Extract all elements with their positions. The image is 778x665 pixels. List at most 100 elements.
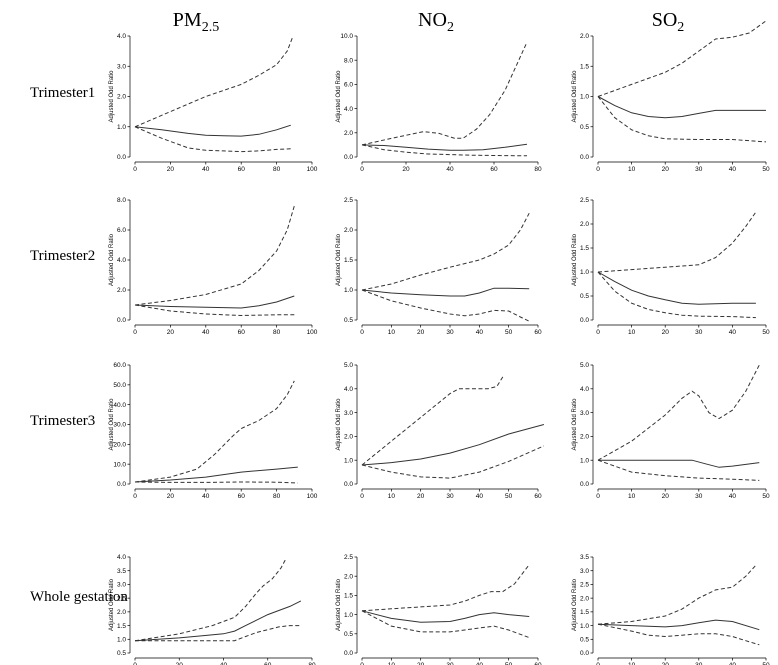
y-tick-label: 3.5 bbox=[117, 568, 126, 575]
chart-t1-pm25: 0 20 40 60 80 100 0.0 1.0 2.0 3.0 4.0 Adjusted Odd … bbox=[109, 33, 318, 173]
x-tick-label: 20 bbox=[662, 662, 670, 665]
y-tick-label: 0.0 bbox=[344, 154, 353, 161]
y-tick-label: 0.0 bbox=[580, 481, 589, 488]
x-tick-label: 0 bbox=[596, 662, 600, 665]
x-tick-label: 0 bbox=[133, 493, 137, 500]
x-tick-label: 50 bbox=[762, 493, 770, 500]
y-tick-label: 0.0 bbox=[580, 650, 589, 657]
x-tick-label: 10 bbox=[628, 329, 636, 336]
y-tick-label: 5.0 bbox=[344, 362, 353, 369]
x-tick-label: 20 bbox=[662, 493, 670, 500]
y-tick-label: 3.0 bbox=[117, 582, 126, 589]
y-tick-label: 0.0 bbox=[344, 650, 353, 657]
y-tick-label: 8.0 bbox=[117, 197, 126, 204]
x-tick-label: 20 bbox=[176, 662, 184, 665]
x-tick-label: 60 bbox=[238, 493, 246, 500]
series-lower-line bbox=[134, 481, 298, 484]
series-estimate-line bbox=[597, 271, 756, 305]
x-tick-label: 0 bbox=[133, 329, 137, 336]
y-tick-label: 2.0 bbox=[344, 434, 353, 441]
y-tick-label: 6.0 bbox=[344, 82, 353, 89]
x-tick-label: 40 bbox=[202, 166, 210, 173]
x-tick-label: 80 bbox=[273, 166, 281, 173]
x-tick-label: 40 bbox=[220, 662, 228, 665]
y-tick-label: 1.0 bbox=[344, 457, 353, 464]
y-tick-label: 1.5 bbox=[117, 623, 126, 630]
y-tick-label: 1.0 bbox=[117, 636, 126, 643]
y-tick-label: 0.5 bbox=[580, 124, 589, 131]
row-label-trimester1: Trimester1 bbox=[30, 85, 95, 101]
x-tick-label: 40 bbox=[202, 329, 210, 336]
x-tick-label: 60 bbox=[264, 662, 272, 665]
y-tick-label: 1.5 bbox=[580, 245, 589, 252]
y-tick-label: 6.0 bbox=[117, 227, 126, 234]
y-tick-label: 1.0 bbox=[344, 287, 353, 294]
y-tick-label: 2.5 bbox=[580, 582, 589, 589]
x-tick-label: 40 bbox=[729, 493, 737, 500]
y-tick-label: 1.0 bbox=[117, 124, 126, 131]
y-tick-label: 0.5 bbox=[117, 650, 126, 657]
x-tick-label: 20 bbox=[417, 493, 425, 500]
x-tick-label: 50 bbox=[762, 166, 770, 173]
y-tick-label: 8.0 bbox=[344, 57, 353, 64]
series-upper-line bbox=[134, 559, 286, 642]
x-tick-label: 80 bbox=[273, 493, 281, 500]
x-tick-label: 30 bbox=[446, 493, 454, 500]
y-axis-label: Adjusted Odd Ratio bbox=[109, 70, 115, 123]
series-estimate-line bbox=[597, 619, 760, 631]
chart-wg-no2: 0 10 20 30 40 50 60 0.0 0.5 1.0 1.5 2.0 2.5 Adjusted … bbox=[336, 554, 542, 665]
series-estimate-line bbox=[597, 96, 766, 119]
y-axis-label: Adjusted Odd Ratio bbox=[336, 70, 342, 123]
row-label-trimester2: Trimester2 bbox=[30, 248, 95, 264]
x-tick-label: 40 bbox=[476, 662, 484, 665]
series-upper-line bbox=[597, 211, 757, 273]
x-tick-label: 10 bbox=[388, 493, 396, 500]
chart-t3-so2: 0 10 20 30 40 50 0.0 1.0 2.0 3.0 4.0 5.0 Adjusted Od… bbox=[572, 362, 770, 500]
chart-t3-pm25: 0 20 40 60 80 100 0.0 10.0 20.0 30.0 40.0 50.0 60.0 A… bbox=[109, 362, 318, 500]
column-header-so2: SO2 bbox=[652, 9, 685, 35]
y-axis-label: Adjusted Odd Ratio bbox=[336, 578, 342, 631]
y-tick-label: 30.0 bbox=[113, 422, 126, 429]
y-tick-label: 5.0 bbox=[580, 362, 589, 369]
x-tick-label: 10 bbox=[628, 166, 636, 173]
series-estimate-line bbox=[361, 287, 530, 297]
y-tick-label: 0.0 bbox=[580, 154, 589, 161]
y-tick-label: 1.0 bbox=[580, 623, 589, 630]
series-upper-line bbox=[361, 212, 530, 291]
x-tick-label: 60 bbox=[534, 329, 542, 336]
x-tick-label: 30 bbox=[446, 662, 454, 665]
x-tick-label: 0 bbox=[596, 329, 600, 336]
x-tick-label: 100 bbox=[307, 166, 318, 173]
y-tick-label: 2.0 bbox=[580, 434, 589, 441]
series-upper-line bbox=[361, 41, 528, 146]
y-tick-label: 2.0 bbox=[344, 227, 353, 234]
x-tick-label: 40 bbox=[476, 493, 484, 500]
x-tick-label: 30 bbox=[446, 329, 454, 336]
y-tick-label: 2.5 bbox=[344, 197, 353, 204]
x-tick-label: 60 bbox=[238, 329, 246, 336]
series-upper-line bbox=[361, 564, 530, 612]
x-tick-label: 30 bbox=[695, 329, 703, 336]
column-header-so2-subscript: 2 bbox=[677, 20, 684, 35]
series-upper-line bbox=[597, 364, 760, 461]
x-tick-label: 100 bbox=[307, 493, 318, 500]
x-tick-label: 20 bbox=[167, 493, 175, 500]
y-axis-label: Adjusted Odd Ratio bbox=[572, 398, 578, 451]
series-lower-line bbox=[597, 459, 760, 481]
x-tick-label: 0 bbox=[360, 166, 364, 173]
y-tick-label: 2.0 bbox=[117, 94, 126, 101]
y-tick-label: 4.0 bbox=[344, 106, 353, 113]
y-tick-label: 1.5 bbox=[580, 609, 589, 616]
x-tick-label: 30 bbox=[695, 166, 703, 173]
y-tick-label: 3.0 bbox=[117, 63, 126, 70]
series-upper-line bbox=[134, 380, 295, 483]
y-tick-label: 1.5 bbox=[344, 593, 353, 600]
row-label-trimester3: Trimester3 bbox=[30, 413, 95, 429]
y-tick-label: 1.5 bbox=[344, 257, 353, 264]
y-tick-label: 1.5 bbox=[580, 63, 589, 70]
series-lower-line bbox=[361, 445, 545, 479]
series-upper-line bbox=[597, 20, 767, 97]
x-tick-label: 60 bbox=[534, 493, 542, 500]
y-tick-label: 2.0 bbox=[344, 573, 353, 580]
